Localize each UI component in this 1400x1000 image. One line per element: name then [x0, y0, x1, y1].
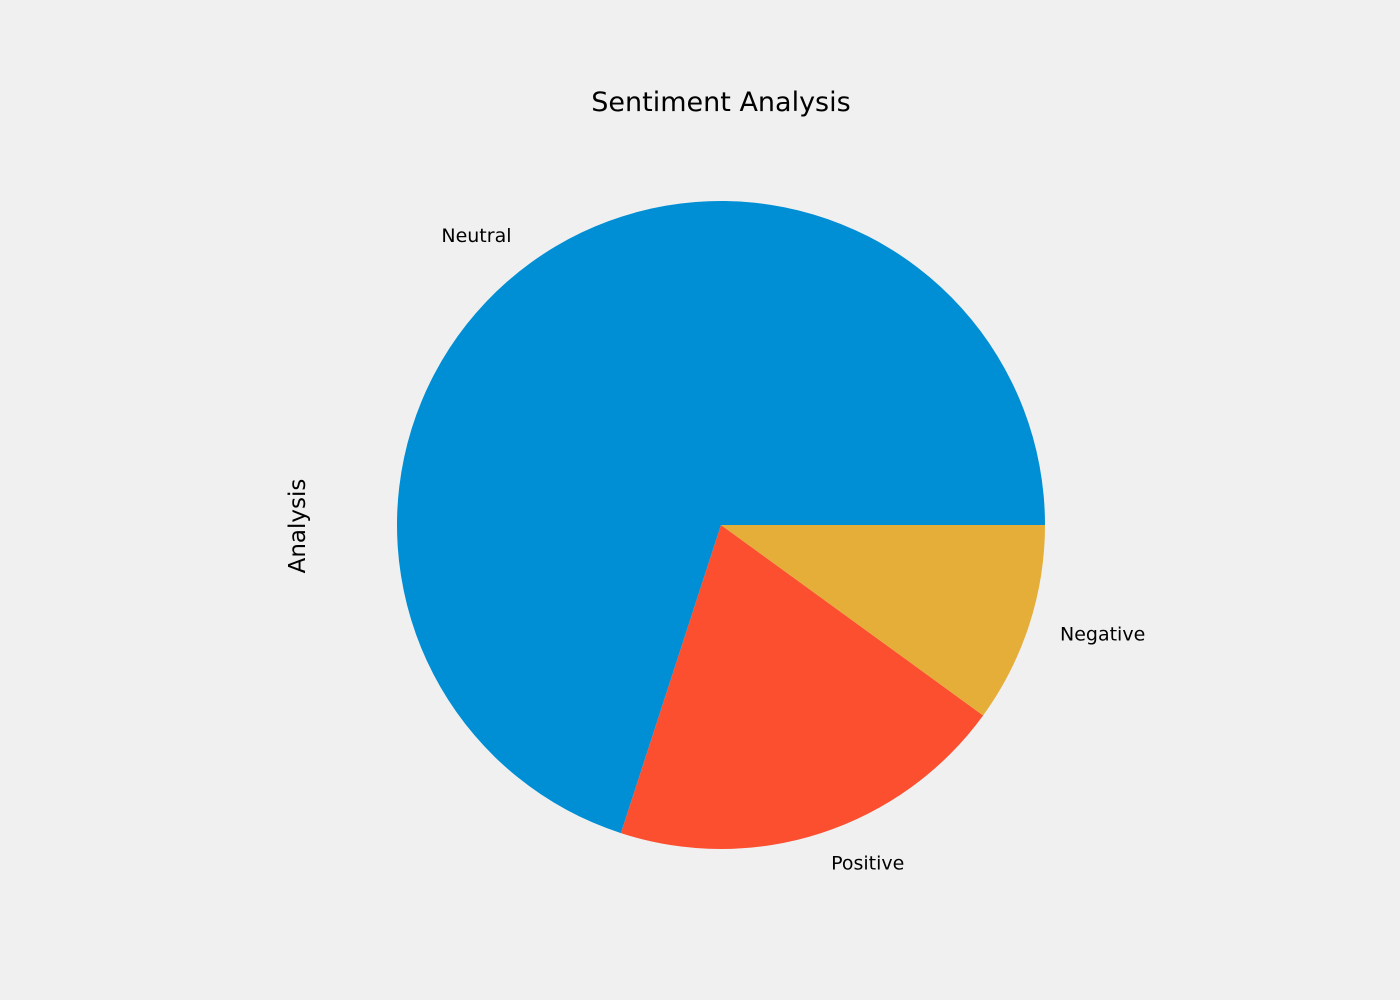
pie-slice-negative	[721, 525, 1045, 716]
pie-label-negative: Negative	[1060, 624, 1145, 646]
pie-slice-labels: Neutral Positive Negative	[441, 225, 1145, 874]
pie-label-positive: Positive	[831, 853, 904, 875]
pie-slice-positive	[620, 525, 984, 849]
pie-label-neutral: Neutral	[441, 225, 511, 247]
pie-slices	[396, 200, 1045, 849]
pie-slice-neutral	[396, 200, 1045, 834]
chart-title: Sentiment Analysis	[591, 87, 850, 118]
y-axis-label: Analysis	[285, 479, 311, 574]
